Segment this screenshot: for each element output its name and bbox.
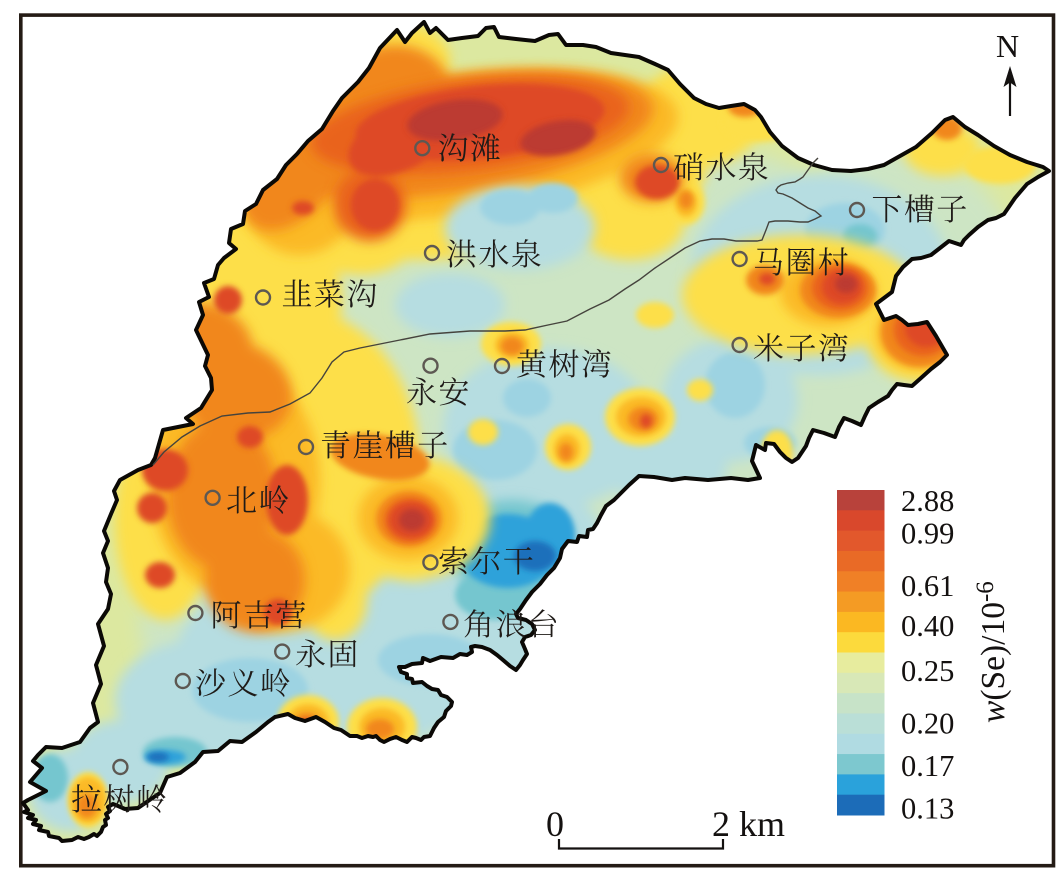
svg-text:w(Se)/10-6: w(Se)/10-6 bbox=[972, 581, 1012, 723]
svg-text:0.25: 0.25 bbox=[901, 654, 954, 688]
svg-text:0.40: 0.40 bbox=[901, 609, 954, 643]
svg-text:2 km: 2 km bbox=[712, 804, 785, 844]
svg-text:N: N bbox=[996, 28, 1019, 64]
svg-text:0.17: 0.17 bbox=[901, 749, 954, 783]
svg-text:0.20: 0.20 bbox=[901, 707, 954, 741]
svg-text:0.13: 0.13 bbox=[901, 792, 954, 826]
svg-text:0.99: 0.99 bbox=[901, 517, 954, 551]
svg-text:2.88: 2.88 bbox=[901, 484, 954, 518]
svg-text:0.61: 0.61 bbox=[901, 569, 954, 603]
svg-text:0: 0 bbox=[546, 804, 564, 844]
